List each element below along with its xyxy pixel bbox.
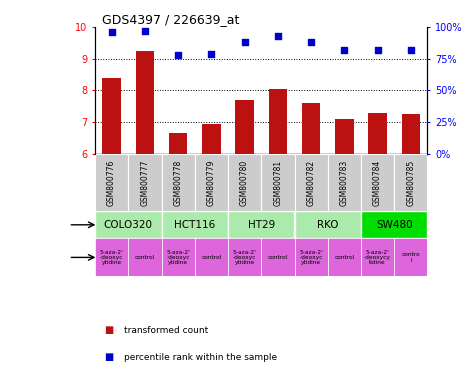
Bar [261,238,294,276]
Bar [335,119,353,154]
Bar [261,154,294,211]
Text: GSM800778: GSM800778 [174,160,182,206]
Bar [169,133,187,154]
Bar [328,154,361,211]
Text: GSM800776: GSM800776 [107,159,116,206]
Text: RKO: RKO [317,220,339,230]
Text: control: control [135,255,155,260]
Bar [162,154,195,211]
Bar [202,124,220,154]
Bar [302,103,320,154]
Point [274,33,282,39]
Bar [95,238,128,276]
Text: GSM800781: GSM800781 [274,160,282,206]
Text: transformed count: transformed count [124,326,208,335]
Text: COLO320: COLO320 [104,220,153,230]
Text: contro
l: contro l [401,252,420,263]
Text: 5-aza-2'
-deoxyc
ytidine: 5-aza-2' -deoxyc ytidine [166,250,190,265]
Text: control: control [334,255,354,260]
Point [174,52,182,58]
Point [141,28,149,34]
Bar [328,238,361,276]
Text: GSM800784: GSM800784 [373,160,382,206]
Bar [294,211,361,238]
Text: 5-aza-2'
-deoxyc
ytidine: 5-aza-2' -deoxyc ytidine [100,250,124,265]
Bar [294,238,328,276]
Bar [294,154,328,211]
Point [341,47,348,53]
Bar [95,154,128,211]
Point [407,47,415,53]
Bar [136,51,154,154]
Text: GSM800780: GSM800780 [240,160,249,206]
Point [108,29,115,35]
Text: control: control [201,255,221,260]
Text: 5-aza-2'
-deoxyc
ytidine: 5-aza-2' -deoxyc ytidine [233,250,256,265]
Bar [228,238,261,276]
Text: GDS4397 / 226639_at: GDS4397 / 226639_at [102,13,239,26]
Bar [95,211,162,238]
Point [208,51,215,57]
Bar [103,78,121,154]
Bar [228,211,294,238]
Point [307,39,315,45]
Text: GSM800783: GSM800783 [340,160,349,206]
Text: SW480: SW480 [376,220,413,230]
Bar [162,211,228,238]
Bar [394,154,428,211]
Text: HCT116: HCT116 [174,220,215,230]
Text: HT29: HT29 [247,220,275,230]
Text: GSM800782: GSM800782 [307,160,315,206]
Text: GSM800777: GSM800777 [141,159,149,206]
Text: 5-aza-2'
-deoxyc
ytidine: 5-aza-2' -deoxyc ytidine [299,250,323,265]
Bar [162,238,195,276]
Bar [402,114,420,154]
Bar [394,238,428,276]
Text: 5-aza-2'
-deoxycy
tidine: 5-aza-2' -deoxycy tidine [364,250,391,265]
Bar [361,154,394,211]
Bar [128,154,162,211]
Bar [195,154,228,211]
Bar [228,154,261,211]
Text: ■: ■ [104,352,114,362]
Bar [128,238,162,276]
Bar [361,211,428,238]
Bar [269,89,287,154]
Point [241,39,248,45]
Bar [195,238,228,276]
Text: control: control [268,255,288,260]
Point [374,47,381,53]
Text: GSM800785: GSM800785 [407,160,415,206]
Bar [361,238,394,276]
Text: percentile rank within the sample: percentile rank within the sample [124,353,276,362]
Bar [369,113,387,154]
Text: GSM800779: GSM800779 [207,159,216,206]
Bar [236,100,254,154]
Text: ■: ■ [104,325,114,335]
